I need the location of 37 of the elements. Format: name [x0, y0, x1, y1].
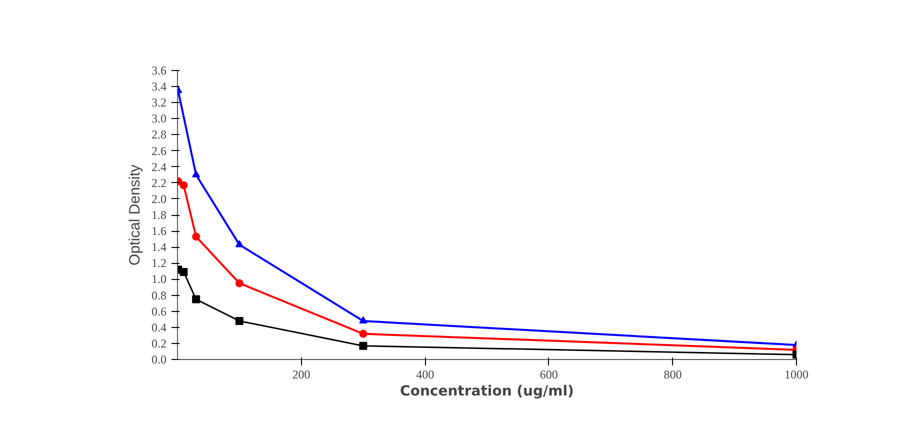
y-axis-title: Optical Density: [126, 164, 144, 266]
y-tick-label: 3.0: [152, 112, 166, 126]
y-tick-label: 2.8: [152, 128, 166, 142]
y-tick-label: 0.2: [152, 336, 166, 350]
x-tick-label: 1000: [784, 368, 808, 382]
y-tick-label: 0.8: [152, 288, 166, 302]
y-tick-label: 0.6: [152, 304, 166, 318]
x-tick-label: 600: [540, 368, 558, 382]
y-tick-label: 3.2: [152, 96, 166, 110]
point: [235, 279, 244, 288]
point: [359, 316, 368, 324]
x-tick-label: 200: [292, 368, 310, 382]
y-tick-label: 0.0: [152, 352, 166, 366]
y-tick-label: 2.4: [152, 160, 166, 174]
point: [192, 295, 200, 304]
point: [192, 170, 200, 178]
point: [235, 240, 244, 248]
y-tick-label: 1.6: [152, 224, 166, 238]
y-tick-label: 3.4: [152, 80, 166, 94]
y-tick-label: 1.0: [152, 272, 166, 286]
y-tick-label: 0.4: [152, 320, 166, 334]
point: [180, 181, 188, 190]
point: [235, 316, 244, 325]
y-tick-label: 1.4: [152, 240, 166, 254]
y-tick-label: 2.0: [152, 192, 166, 206]
y-tick-label: 1.8: [152, 208, 166, 222]
point: [192, 232, 200, 241]
x-axis-title: Concentration (ug/ml): [400, 384, 574, 400]
point: [359, 342, 368, 350]
point: [180, 268, 188, 276]
y-tick-label: 1.2: [152, 256, 166, 270]
y-tick-label: 2.6: [152, 144, 166, 158]
point: [359, 330, 368, 338]
y-tick-label: 3.6: [152, 64, 166, 78]
x-tick-label: 800: [664, 368, 682, 382]
y-tick-label: 2.2: [152, 176, 166, 190]
x-tick-label: 400: [416, 368, 434, 382]
